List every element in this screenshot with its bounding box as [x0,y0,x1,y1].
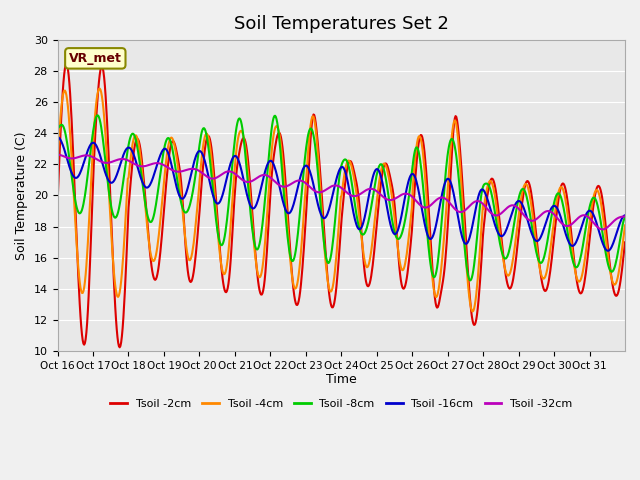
Legend: Tsoil -2cm, Tsoil -4cm, Tsoil -8cm, Tsoil -16cm, Tsoil -32cm: Tsoil -2cm, Tsoil -4cm, Tsoil -8cm, Tsoi… [106,395,577,414]
Tsoil -8cm [275,131,283,137]
Tsoil -4cm [96,85,104,91]
Tsoil -2cm [254,278,262,284]
Tsoil -2cm [63,61,70,67]
Tsoil -2cm [276,130,284,136]
Tsoil -8cm [93,112,101,118]
X-axis label: Time: Time [326,373,356,386]
Tsoil -4cm [468,309,476,314]
Tsoil -4cm [621,223,629,228]
Tsoil -4cm [401,264,408,269]
Tsoil -32cm [120,156,128,162]
Tsoil -16cm [621,212,629,218]
Tsoil -8cm [401,220,408,226]
Title: Soil Temperatures Set 2: Soil Temperatures Set 2 [234,15,449,33]
Tsoil -16cm [274,177,282,183]
Tsoil -16cm [604,248,612,253]
Line: Tsoil -2cm: Tsoil -2cm [58,64,625,348]
Tsoil -16cm [253,201,260,207]
Tsoil -8cm [253,247,261,252]
Tsoil -2cm [401,283,409,288]
Tsoil -4cm [54,158,61,164]
Tsoil -4cm [275,128,283,134]
Text: VR_met: VR_met [69,52,122,65]
Tsoil -32cm [253,175,260,181]
Tsoil -2cm [122,274,129,279]
Tsoil -2cm [433,305,441,311]
Tsoil -8cm [54,125,61,131]
Tsoil -2cm [226,267,234,273]
Tsoil -32cm [225,168,232,174]
Tsoil -4cm [433,294,440,300]
Tsoil -4cm [253,268,261,274]
Tsoil -8cm [121,166,129,172]
Tsoil -32cm [432,198,440,204]
Line: Tsoil -4cm: Tsoil -4cm [58,88,625,312]
Tsoil -16cm [225,168,232,174]
Y-axis label: Soil Temperature (C): Soil Temperature (C) [15,131,28,260]
Tsoil -4cm [225,241,233,247]
Tsoil -32cm [621,214,629,219]
Tsoil -16cm [400,201,408,206]
Tsoil -2cm [621,240,629,245]
Tsoil -2cm [116,345,124,350]
Tsoil -2cm [54,200,61,206]
Tsoil -8cm [433,269,440,275]
Line: Tsoil -32cm: Tsoil -32cm [58,155,625,229]
Tsoil -16cm [120,150,128,156]
Tsoil -8cm [467,277,474,283]
Line: Tsoil -8cm: Tsoil -8cm [58,115,625,280]
Tsoil -8cm [225,196,233,202]
Tsoil -4cm [121,228,129,233]
Tsoil -32cm [274,181,282,187]
Tsoil -32cm [599,227,607,232]
Tsoil -16cm [432,224,440,230]
Line: Tsoil -16cm: Tsoil -16cm [58,137,625,251]
Tsoil -16cm [54,134,61,140]
Tsoil -32cm [400,191,408,197]
Tsoil -8cm [621,215,629,220]
Tsoil -32cm [54,152,61,157]
